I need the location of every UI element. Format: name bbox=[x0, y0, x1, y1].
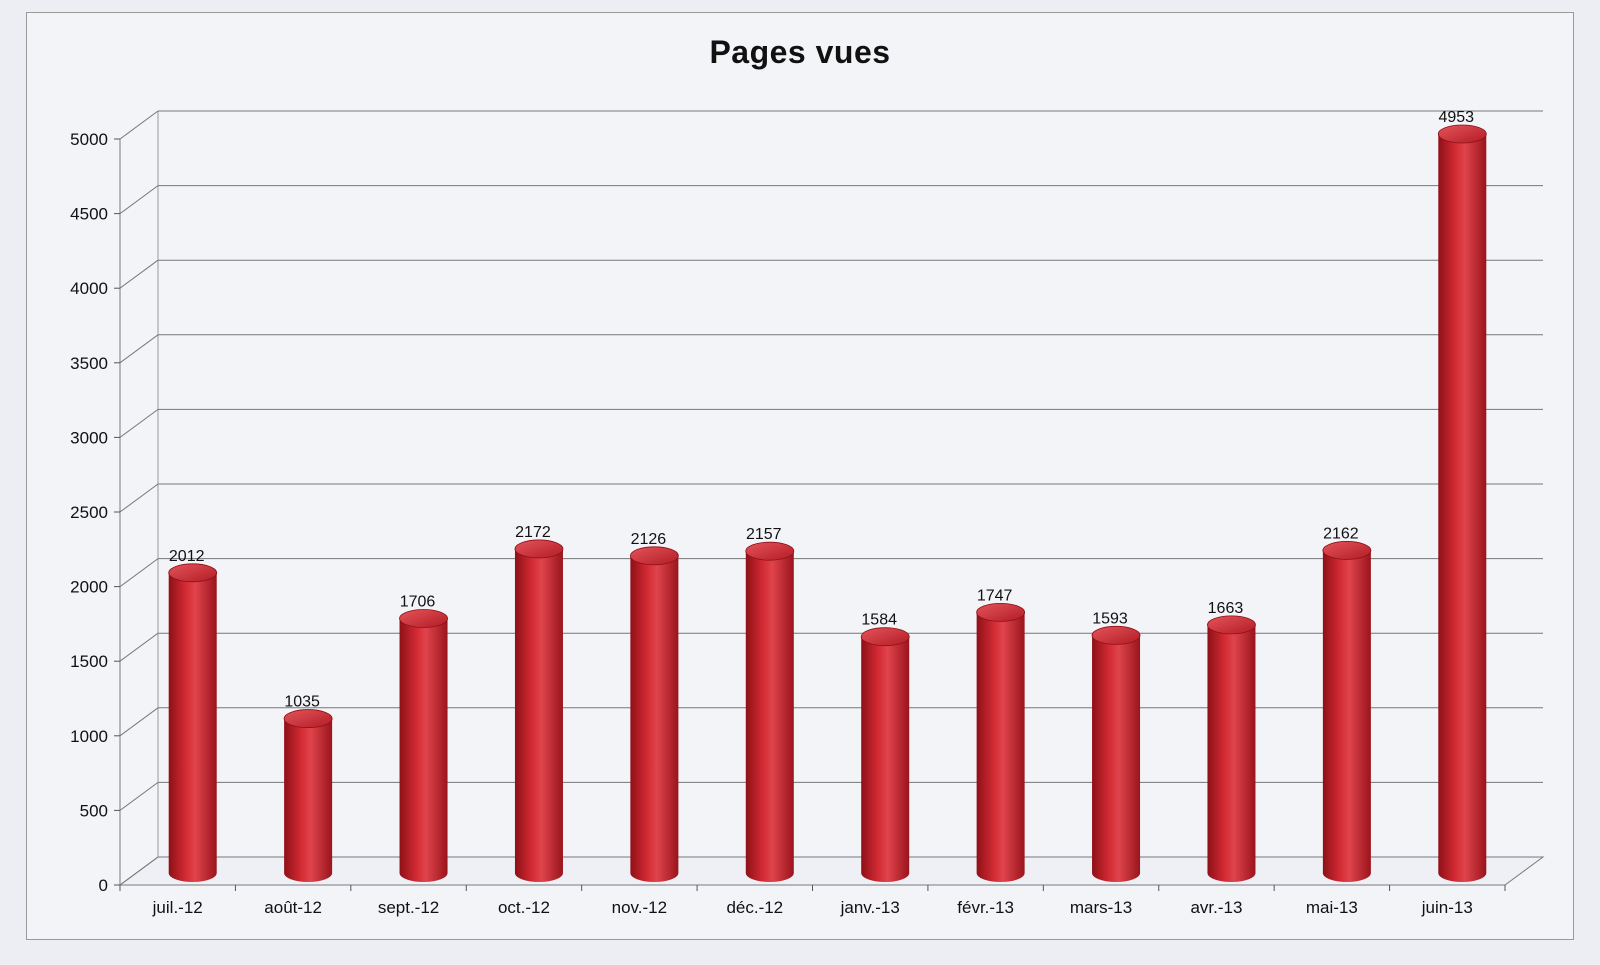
bar bbox=[1437, 124, 1487, 883]
bar bbox=[1322, 541, 1372, 882]
gridlines bbox=[119, 110, 1543, 886]
bar-body bbox=[284, 718, 333, 882]
bars bbox=[168, 124, 1487, 883]
bar bbox=[976, 602, 1026, 882]
x-tick-label: mai-13 bbox=[1306, 898, 1358, 917]
data-labels: 2012 1035 1706 2172 2126 2157 1584 1747 1593 1663… bbox=[169, 109, 1474, 711]
y-tick-label: 3500 bbox=[70, 354, 108, 373]
data-label: 1663 bbox=[1208, 600, 1244, 617]
data-label: 1706 bbox=[400, 593, 436, 610]
gridline-diagonal bbox=[119, 185, 159, 215]
y-tick-label: 0 bbox=[99, 876, 108, 895]
bar-body bbox=[1207, 624, 1256, 882]
bar-body bbox=[1092, 635, 1141, 882]
chart-area bbox=[26, 12, 1574, 940]
data-label: 2157 bbox=[746, 526, 782, 543]
y-tick-label: 3000 bbox=[70, 428, 108, 447]
gridline-diagonal bbox=[119, 259, 159, 289]
x-tick-label: août-12 bbox=[264, 898, 322, 917]
bar bbox=[1207, 615, 1256, 882]
bar bbox=[860, 627, 910, 882]
bar-cap bbox=[168, 563, 218, 583]
x-tick-label: févr.-13 bbox=[957, 898, 1014, 917]
y-tick-label: 4000 bbox=[70, 279, 108, 298]
x-tick-label: déc.-12 bbox=[726, 898, 783, 917]
bar-cap bbox=[283, 709, 333, 728]
bar-cap bbox=[976, 602, 1026, 622]
data-label: 2126 bbox=[631, 531, 667, 548]
y-tick-label: 5000 bbox=[70, 130, 108, 149]
data-label: 1584 bbox=[861, 612, 897, 629]
bar-cap bbox=[1322, 541, 1372, 560]
gridline-diagonal bbox=[119, 334, 159, 364]
bar-cap bbox=[745, 541, 795, 561]
y-tick-label: 500 bbox=[80, 801, 108, 820]
x-tick-label: juil.-12 bbox=[152, 898, 203, 917]
bar-cap bbox=[1437, 124, 1487, 144]
gridline-diagonal bbox=[119, 632, 159, 662]
bar-cap bbox=[860, 627, 910, 647]
bar bbox=[1091, 625, 1141, 882]
x-tick-label: avr.-13 bbox=[1190, 898, 1242, 917]
data-label: 2172 bbox=[515, 524, 551, 541]
x-tick-label: nov.-12 bbox=[612, 898, 667, 917]
x-tick-label: sept.-12 bbox=[378, 898, 439, 917]
bar-body bbox=[514, 548, 563, 882]
y-tick-label: 2500 bbox=[70, 503, 108, 522]
bar bbox=[168, 563, 218, 882]
gridline-diagonal bbox=[119, 483, 159, 513]
y-tick-label: 1500 bbox=[70, 652, 108, 671]
bar-body bbox=[861, 636, 910, 882]
gridline-diagonal bbox=[119, 408, 159, 438]
bar-body bbox=[976, 612, 1025, 882]
bar-body bbox=[399, 618, 448, 882]
bar-body bbox=[630, 555, 679, 882]
x-axis: juil.-12 août-12 sept.-12 oct.-12 nov.-12 déc… bbox=[119, 885, 1506, 917]
bar-cap bbox=[629, 546, 679, 566]
bar-cap bbox=[1091, 625, 1141, 645]
y-tick-label: 2000 bbox=[70, 578, 108, 597]
gridline-diagonal bbox=[119, 110, 159, 140]
x-tick-label: juin-13 bbox=[1421, 898, 1473, 917]
bar bbox=[514, 539, 564, 882]
y-tick-label: 4500 bbox=[70, 205, 108, 224]
chart-title: Pages vues bbox=[709, 34, 891, 70]
bar-cap bbox=[514, 539, 564, 559]
data-label: 1035 bbox=[284, 694, 320, 711]
bar bbox=[745, 541, 795, 882]
bar-body bbox=[1438, 134, 1487, 883]
x-tick-label: janv.-13 bbox=[840, 898, 900, 917]
bar-body bbox=[745, 551, 794, 882]
gridline-diagonal bbox=[119, 707, 159, 737]
bar-cap bbox=[399, 609, 448, 628]
bar-body bbox=[1322, 550, 1371, 882]
gridline-diagonal bbox=[119, 856, 159, 886]
bar-body bbox=[168, 572, 217, 882]
y-tick-label: 1000 bbox=[70, 727, 108, 746]
gridline-diagonal bbox=[119, 558, 159, 588]
bar-cap bbox=[1207, 615, 1256, 635]
x-tick-label: mars-13 bbox=[1070, 898, 1132, 917]
gridline-diagonal bbox=[119, 781, 159, 811]
x-tick-label: oct.-12 bbox=[498, 898, 550, 917]
data-label: 1593 bbox=[1092, 610, 1128, 627]
data-label: 4953 bbox=[1438, 109, 1474, 126]
data-label: 1747 bbox=[977, 587, 1013, 604]
bar bbox=[629, 546, 679, 882]
data-label: 2162 bbox=[1323, 525, 1359, 542]
bar bbox=[399, 609, 448, 882]
y-axis: 0 500 1000 1500 2000 2500 3000 3500 4000 4500 5000 bbox=[70, 130, 120, 895]
bar bbox=[283, 709, 333, 882]
data-label: 2012 bbox=[169, 548, 205, 565]
